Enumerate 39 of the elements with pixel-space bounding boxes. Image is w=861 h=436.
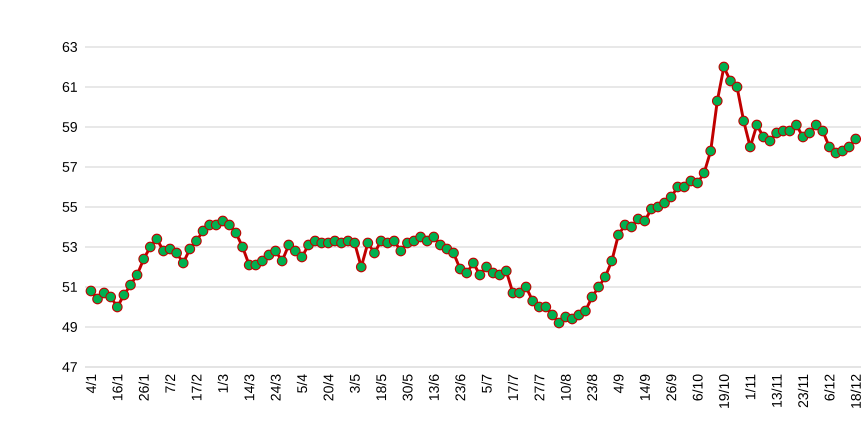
x-tick-label: 6/12	[824, 374, 835, 400]
x-tick-label: 10/8	[560, 374, 571, 400]
y-tick-label: 55	[62, 202, 78, 212]
x-tick-label: 18/5	[376, 374, 386, 400]
x-tick-label: 13/11	[771, 374, 782, 407]
x-tick-label: 4/9	[613, 374, 624, 394]
x-tick-label: 4/1	[86, 374, 96, 394]
y-tick-label: 61	[62, 82, 77, 92]
y-tick-label: 63	[62, 42, 78, 52]
x-tick-label: 23/6	[455, 374, 466, 400]
x-tick-label: 20/4	[323, 374, 334, 400]
x-tick-label: 3/5	[350, 374, 360, 393]
y-tick-label: 59	[62, 122, 77, 132]
x-tick-label: 27/7	[534, 374, 544, 400]
y-tick-label: 57	[62, 162, 77, 172]
x-tick-label: 17/2	[191, 374, 202, 400]
x-tick-label: 17/7	[508, 374, 518, 400]
y-tick-label: 47	[62, 362, 77, 372]
x-tick-label: 16/1	[112, 374, 122, 400]
x-tick-label: 14/9	[640, 374, 650, 400]
x-tick-label: 7/2	[164, 374, 176, 393]
x-tick-label: 14/3	[244, 374, 254, 400]
x-tick-label: 26/9	[666, 374, 676, 400]
y-tick-label: 53	[62, 242, 78, 252]
y-tick-label: 51	[62, 282, 77, 292]
y-tick-label: 49	[62, 322, 77, 332]
x-tick-label: 26/1	[138, 374, 149, 400]
x-tick-label: 23/11	[798, 374, 808, 408]
x-tick-label: 1/3	[218, 374, 228, 392]
x-tick-label: 5/7	[481, 374, 492, 393]
x-tick-label: 24/3	[270, 374, 281, 400]
x-tick-label: 30/5	[402, 374, 413, 401]
x-tick-label: 6/10	[692, 374, 703, 400]
x-tick-label: 1/11	[745, 374, 756, 400]
x-tick-label: 5/4	[296, 374, 308, 393]
x-tick-label: 23/8	[586, 374, 598, 400]
x-tick-label: 18/12	[850, 374, 861, 408]
x-tick-label: 19/10	[718, 374, 730, 408]
x-tick-label: 13/6	[428, 374, 439, 400]
